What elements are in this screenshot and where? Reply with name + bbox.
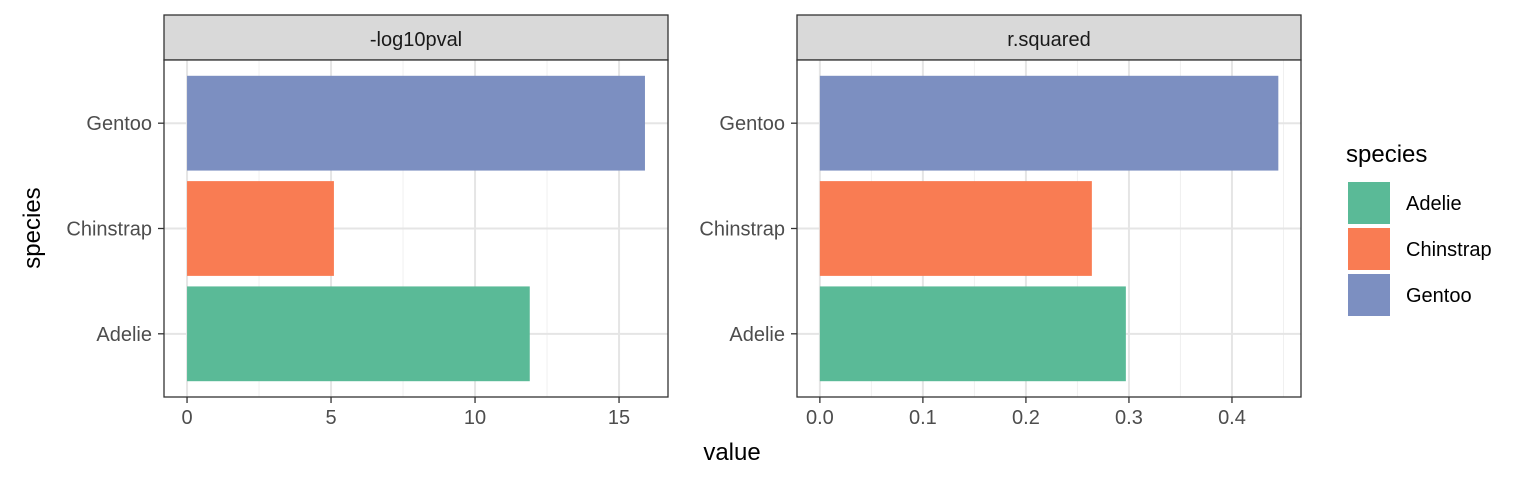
panel-1: -log10pval Adelie Chinstrap Gentoo 0 5 10 15 (66, 14, 669, 429)
x-tick-label: 0.2 (1012, 407, 1040, 429)
y-tick-label: Gentoo (719, 113, 785, 135)
facet-strip (163, 14, 669, 61)
x-tick-label: 10 (464, 407, 486, 429)
facet-strip-label: r.squared (1007, 29, 1090, 51)
legend-key-adelie (1348, 182, 1390, 224)
bar-adelie (187, 286, 530, 382)
legend-key-gentoo (1348, 274, 1390, 316)
legend-label-gentoo: Gentoo (1406, 285, 1472, 307)
y-tick-label: Adelie (96, 324, 152, 346)
bar-gentoo (187, 75, 645, 171)
panels-layer: -log10pval Adelie Chinstrap Gentoo 0 5 10 15 r.s… (66, 14, 1302, 429)
y-tick-label: Chinstrap (699, 219, 785, 241)
y-tick-label: Chinstrap (66, 219, 152, 241)
x-axis-title: value (703, 439, 760, 466)
x-tick-label: 0.4 (1218, 407, 1246, 429)
bar-chinstrap (819, 181, 1092, 276)
legend-label-adelie: Adelie (1406, 193, 1462, 215)
legend-title: species (1346, 141, 1427, 168)
legend-items: Adelie Chinstrap Gentoo (1348, 182, 1492, 316)
legend-label-chinstrap: Chinstrap (1406, 239, 1492, 261)
x-tick-label: 0 (181, 407, 192, 429)
y-axis-title: species (19, 187, 46, 268)
x-tick-label: 0.3 (1115, 407, 1143, 429)
bar-gentoo (819, 75, 1279, 171)
legend-key-chinstrap (1348, 228, 1390, 270)
x-tick-label: 15 (608, 407, 630, 429)
panel-2: r.squared Adelie Chinstrap Gentoo 0.0 0.1 0.2 0… (699, 14, 1302, 429)
bar-chinstrap (187, 181, 334, 276)
y-tick-label: Gentoo (86, 113, 152, 135)
facet-strip (796, 14, 1302, 61)
x-tick-label: 5 (325, 407, 336, 429)
x-tick-label: 0.1 (909, 407, 937, 429)
y-tick-label: Adelie (729, 324, 785, 346)
bar-adelie (819, 286, 1126, 382)
facet-strip-label: -log10pval (370, 29, 462, 51)
legend: species Adelie Chinstrap Gentoo (1346, 141, 1492, 316)
x-tick-label: 0.0 (806, 407, 834, 429)
